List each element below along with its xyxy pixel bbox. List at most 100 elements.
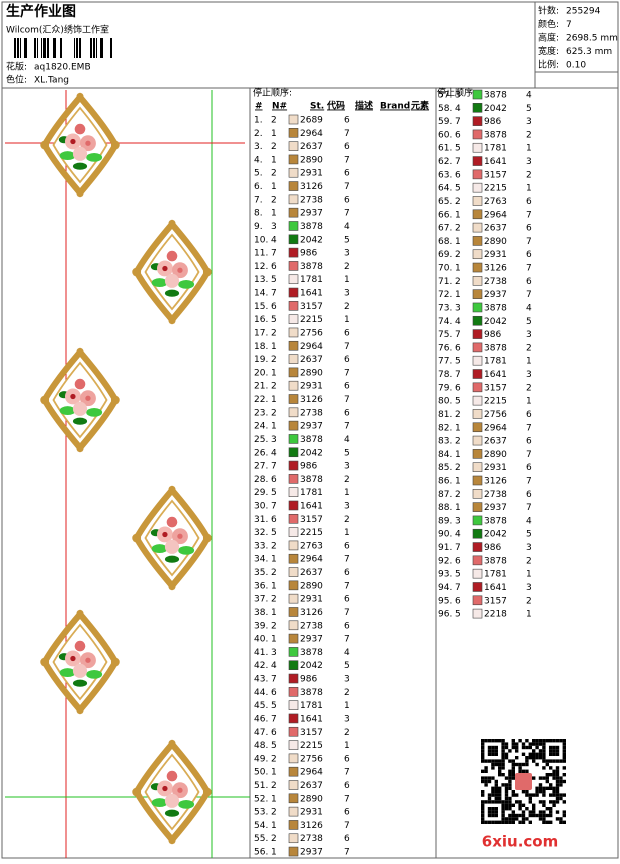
qr-cell <box>515 813 519 818</box>
column-header: N# <box>272 102 287 112</box>
color-swatch <box>288 247 299 258</box>
color-swatch <box>472 449 483 459</box>
thread-code: 2763 <box>300 541 323 551</box>
qr-cell <box>501 803 505 807</box>
needle: 7 <box>271 501 277 511</box>
thread-code: 3878 <box>300 688 323 698</box>
needle: 1 <box>271 848 277 858</box>
count: 1 <box>344 741 350 751</box>
qr-cell <box>545 759 549 763</box>
color-swatch <box>472 129 483 140</box>
qr-cell <box>542 817 546 821</box>
needle: 2 <box>271 116 277 126</box>
count: 1 <box>344 488 350 498</box>
qr-cell <box>504 817 509 821</box>
qr-cell <box>481 820 485 824</box>
qr-cell <box>508 807 512 811</box>
count: 3 <box>526 543 532 553</box>
qr-cell <box>542 793 546 797</box>
thread-code: 1781 <box>484 357 507 367</box>
qr-cell <box>545 813 549 818</box>
needle: 7 <box>455 157 461 167</box>
qr-cell <box>559 796 563 801</box>
qr-cell <box>549 739 553 743</box>
qr-cell <box>491 793 495 797</box>
count: 3 <box>344 714 350 724</box>
qr-cell <box>538 817 543 821</box>
needle: 5 <box>455 357 461 367</box>
count: 1 <box>344 528 350 538</box>
row-number: 63. <box>438 170 452 180</box>
color-swatch <box>288 713 299 724</box>
row-number: 92. <box>438 556 452 566</box>
qr-cell <box>528 756 532 760</box>
design-area <box>5 90 250 858</box>
needle: 1 <box>271 608 277 618</box>
needle: 1 <box>455 264 461 274</box>
thread-code: 3878 <box>300 435 323 445</box>
thread-code: 3878 <box>300 262 323 272</box>
qr-cell <box>508 813 512 818</box>
motif <box>40 348 120 452</box>
qr-cell <box>498 820 502 824</box>
qr-cell <box>481 769 485 773</box>
color-swatch <box>472 169 483 180</box>
needle: 7 <box>455 370 461 380</box>
row-number: 11. <box>254 249 268 259</box>
qr-cell <box>542 790 546 794</box>
qr-cell <box>542 786 546 790</box>
count: 7 <box>344 635 350 645</box>
needle: 7 <box>271 675 277 685</box>
bar <box>34 38 36 58</box>
qr-cell <box>481 803 485 807</box>
info-value: 7 <box>566 20 572 30</box>
needle: 6 <box>455 130 461 140</box>
qr-cell <box>487 752 492 756</box>
count: 2 <box>526 343 532 353</box>
qr-cell <box>528 745 532 750</box>
thread-code: 2218 <box>484 610 507 620</box>
color-swatch <box>288 806 299 817</box>
needle: 5 <box>271 528 277 538</box>
row-number: 46. <box>254 714 268 724</box>
color-swatch <box>288 460 299 471</box>
qr-cell <box>504 807 509 811</box>
row-number: 21. <box>254 382 268 392</box>
count: 6 <box>344 142 350 152</box>
row-number: 10. <box>254 235 268 245</box>
qr-cell <box>491 749 495 753</box>
row-number: 8. <box>254 209 263 219</box>
count: 2 <box>526 170 532 180</box>
color-swatch <box>288 620 299 631</box>
thread-code: 2738 <box>300 834 323 844</box>
qr-cell <box>501 739 505 743</box>
qr-cell <box>491 762 495 767</box>
qr-cell <box>501 813 505 818</box>
thread-code: 2738 <box>484 277 507 287</box>
qr-cell <box>538 749 543 753</box>
row-number: 41. <box>254 648 268 658</box>
row-number: 3. <box>254 142 263 152</box>
qr-cell <box>552 803 556 807</box>
count: 6 <box>344 169 350 179</box>
color-swatch <box>472 542 483 552</box>
color-swatch <box>288 274 299 285</box>
needle: 2 <box>271 195 277 205</box>
thread-code: 2637 <box>300 142 323 152</box>
color-swatch <box>472 355 483 366</box>
qr-cell <box>498 793 502 797</box>
thread-code: 3878 <box>300 648 323 658</box>
qr-cell <box>552 786 556 790</box>
qr-cell <box>494 800 498 804</box>
needle: 6 <box>271 688 277 698</box>
thread-code: 2937 <box>484 290 507 300</box>
color-swatch <box>288 420 299 431</box>
count: 2 <box>344 688 350 698</box>
color-swatch <box>472 595 483 606</box>
qr-cell <box>494 790 498 794</box>
qr-cell <box>555 793 560 797</box>
qr-cell <box>552 776 556 780</box>
thread-code: 3878 <box>484 303 507 313</box>
bar <box>53 38 56 58</box>
row-number: 31. <box>254 515 268 525</box>
